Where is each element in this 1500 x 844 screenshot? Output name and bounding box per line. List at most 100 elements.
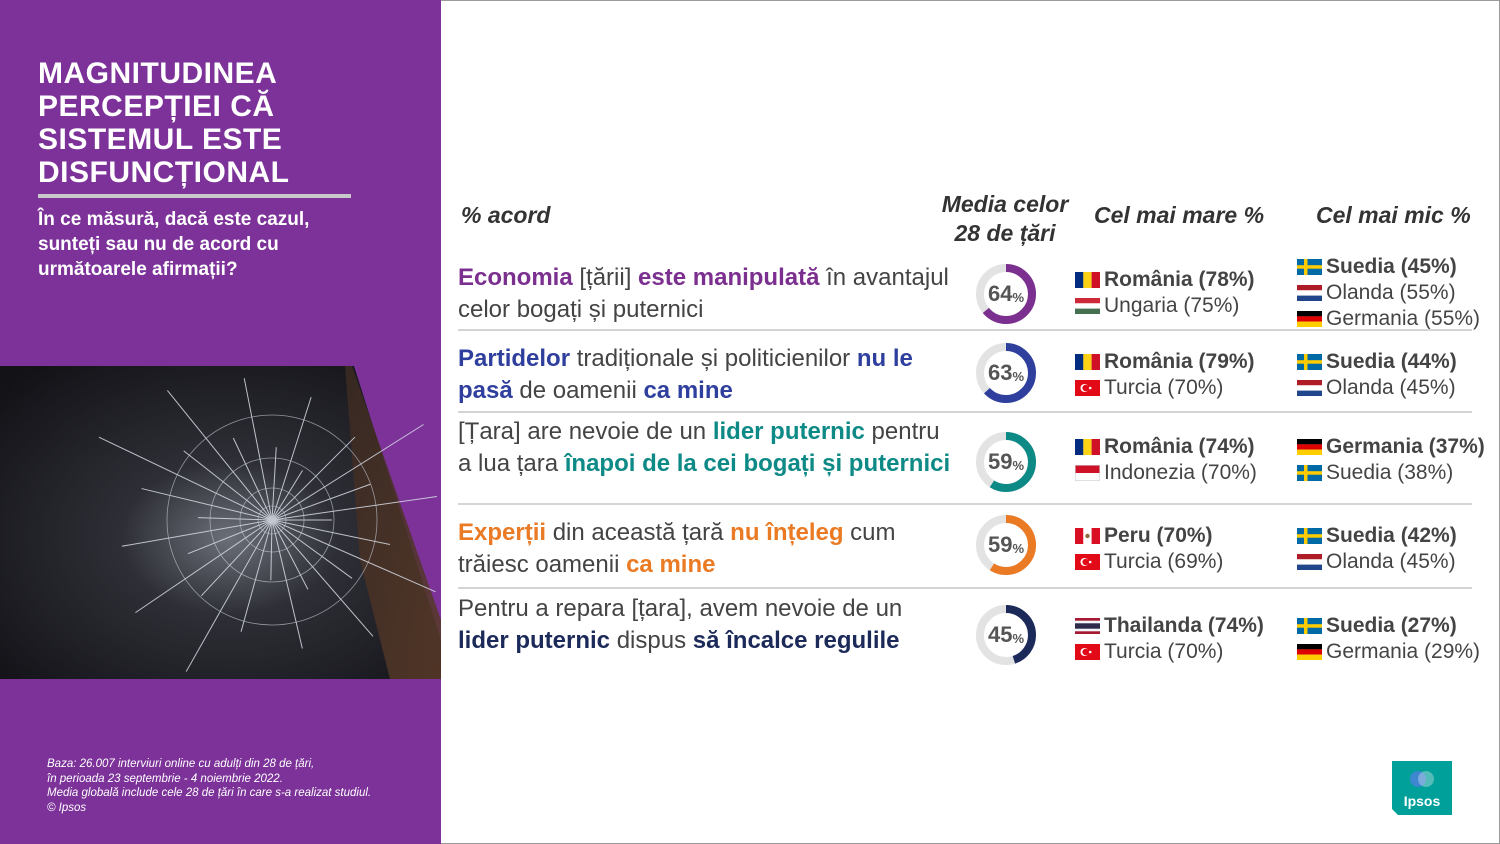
header-lowest: Cel mai mic % [1316, 202, 1471, 228]
row-divider [458, 411, 1472, 413]
average-value: 63% [974, 341, 1038, 405]
statement-emphasis: Experții [458, 519, 547, 546]
de-flag-icon [1297, 311, 1322, 327]
country-label: Olanda (45%) [1326, 376, 1456, 399]
base-note: Baza: 26.007 interviuri online cu adulți… [47, 757, 427, 815]
statement-fragment: [Țara] are nevoie de un [458, 418, 713, 445]
donut-value-arc [976, 264, 1036, 324]
statement-emphasis: ca mine [643, 377, 733, 404]
country-label: România (74%) [1104, 435, 1255, 458]
statement-fragment: pentru a lua țara [458, 418, 940, 477]
country-label: Germania (37%) [1326, 435, 1485, 458]
average-number: 63 [987, 360, 1013, 385]
title-divider [38, 194, 351, 198]
tr-flag-icon [1075, 554, 1100, 570]
statement-fragment: dispus [610, 627, 693, 654]
ipsos-logo: Ipsos [1392, 761, 1452, 815]
average-number: 45 [987, 622, 1013, 647]
percent-sign: % [1012, 630, 1025, 646]
se-flag-icon [1297, 528, 1322, 544]
table-row: Partidelor tradiționale și politicienilo… [458, 343, 1472, 413]
statement-fragment: Pentru a repara [țara], avem nevoie de u… [458, 595, 903, 622]
lowest-country: Suedia (45%) [1297, 254, 1457, 280]
average-number: 59 [987, 532, 1013, 557]
country-label: România (78%) [1104, 268, 1255, 291]
sidebar-panel: MAGNITUDINEA PERCEPȚIEI CĂ SISTEMUL ESTE… [0, 0, 441, 844]
lowest-country: Suedia (44%) [1297, 349, 1457, 375]
country-label: România (79%) [1104, 350, 1255, 373]
lowest-country: Suedia (27%) [1297, 613, 1457, 639]
th-flag-icon [1075, 618, 1100, 634]
statement-emphasis: ca mine [626, 551, 716, 578]
country-label: Peru (70%) [1104, 524, 1213, 547]
lowest-country: Olanda (45%) [1297, 549, 1456, 575]
header-acord: % acord [461, 202, 551, 228]
donut-value-arc [976, 432, 1036, 492]
donut-value-arc [976, 605, 1036, 665]
country-label: Indonezia (70%) [1104, 461, 1257, 484]
hu-flag-icon [1075, 298, 1100, 314]
average-donut: 63% [974, 341, 1038, 405]
statement-emphasis: Partidelor [458, 345, 571, 372]
average-value: 45% [974, 603, 1038, 667]
base-note-line: Media globală include cele 28 de țări în… [47, 787, 372, 799]
lowest-country: Germania (29%) [1297, 639, 1480, 665]
average-donut: 45% [974, 603, 1038, 667]
country-label: Germania (29%) [1326, 640, 1481, 663]
base-note-line: Baza: 26.007 interviuri online cu adulți… [47, 758, 315, 770]
country-label: Turcia (70%) [1104, 640, 1224, 663]
percent-sign: % [1012, 368, 1025, 384]
statement-text: Pentru a repara [țara], avem nevoie de u… [458, 593, 958, 657]
statement-text: Partidelor tradiționale și politicienilo… [458, 343, 958, 407]
country-label: Suedia (38%) [1326, 461, 1454, 484]
tr-flag-icon [1075, 644, 1100, 660]
country-label: Suedia (27%) [1326, 614, 1457, 637]
header-highest: Cel mai mare % [1094, 202, 1265, 228]
statement-emphasis: este manipulată [638, 264, 820, 291]
shattered-glass-photo [0, 366, 441, 679]
country-label: Turcia (70%) [1104, 376, 1224, 399]
base-note-line: © Ipsos [47, 801, 87, 814]
average-number: 59 [987, 449, 1013, 474]
average-value: 59% [974, 430, 1038, 494]
country-label: Thailanda (74%) [1104, 614, 1264, 637]
ro-flag-icon [1075, 272, 1100, 288]
ipsos-logo-text: Ipsos [1404, 793, 1441, 809]
highest-country: Peru (70%) [1075, 523, 1213, 549]
country-label: Olanda (45%) [1326, 550, 1456, 573]
ro-flag-icon [1075, 354, 1100, 370]
highest-country: Indonezia (70%) [1075, 460, 1257, 486]
pe-flag-icon [1075, 528, 1100, 544]
statement-emphasis: să încalce regulile [692, 627, 900, 654]
average-donut: 59% [974, 513, 1038, 577]
highest-country: Ungaria (75%) [1075, 293, 1239, 319]
highest-country: Turcia (70%) [1075, 639, 1223, 665]
statement-emphasis: Economia [458, 264, 573, 291]
survey-question: În ce măsură, dacă este cazul, sunteți s… [38, 209, 310, 280]
se-flag-icon [1297, 354, 1322, 370]
country-label: Germania (55%) [1326, 307, 1481, 330]
glass-cracks [98, 378, 438, 672]
country-label: Suedia (44%) [1326, 350, 1457, 373]
nl-flag-icon [1297, 554, 1322, 570]
lowest-country: Germania (37%) [1297, 434, 1485, 460]
table-row: [Țara] are nevoie de un lider puternic p… [458, 416, 1485, 492]
statement-emphasis: nu le pasă [458, 345, 913, 404]
ro-flag-icon [1075, 439, 1100, 455]
average-value: 64% [974, 262, 1038, 326]
lowest-country: Germania (55%) [1297, 306, 1480, 332]
de-flag-icon [1297, 439, 1322, 455]
row-divider [458, 587, 1472, 589]
id-flag-icon [1075, 465, 1100, 481]
percent-sign: % [1012, 457, 1025, 473]
statement-text: Experții din această țară nu înțeleg cum… [458, 517, 958, 581]
statement-fragment: cum trăiesc oamenii [458, 519, 896, 578]
statement-text: Economia [țării] este manipulată în avan… [458, 262, 958, 326]
row-divider [458, 329, 1472, 331]
tr-flag-icon [1075, 380, 1100, 396]
country-label: Ungaria (75%) [1104, 294, 1240, 317]
se-flag-icon [1297, 618, 1322, 634]
nl-flag-icon [1297, 285, 1322, 301]
nl-flag-icon [1297, 380, 1322, 396]
country-label: Suedia (42%) [1326, 524, 1457, 547]
